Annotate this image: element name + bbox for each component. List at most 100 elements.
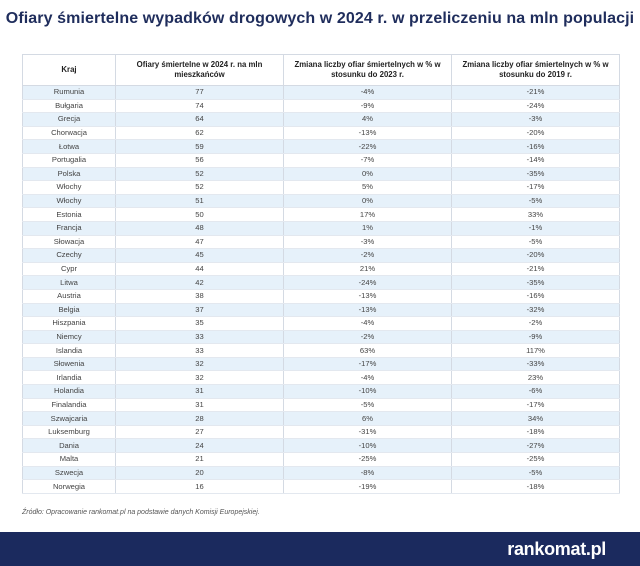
cell-deaths-per-million: 59 bbox=[115, 139, 284, 154]
cell-change-2019: -20% bbox=[451, 248, 620, 263]
cell-deaths-per-million: 47 bbox=[115, 235, 284, 250]
cell-country: Słowenia bbox=[22, 357, 116, 372]
table-row: Cypr 44 21% -21% bbox=[22, 262, 620, 277]
cell-deaths-per-million: 38 bbox=[115, 289, 284, 304]
cell-deaths-per-million: 56 bbox=[115, 153, 284, 168]
cell-change-2023: -4% bbox=[283, 85, 452, 100]
cell-country: Malta bbox=[22, 452, 116, 467]
cell-country: Włochy bbox=[22, 180, 116, 195]
source-note: Źródło: Opracowanie rankomat.pl na podst… bbox=[22, 509, 260, 516]
cell-change-2023: -2% bbox=[283, 330, 452, 345]
cell-change-2019: -18% bbox=[451, 425, 620, 440]
cell-country: Belgia bbox=[22, 303, 116, 318]
cell-deaths-per-million: 74 bbox=[115, 99, 284, 114]
cell-change-2019: 117% bbox=[451, 343, 620, 358]
table-row: Malta 21 -25% -25% bbox=[22, 452, 620, 467]
cell-country: Holandia bbox=[22, 384, 116, 399]
cell-change-2019: -35% bbox=[451, 167, 620, 182]
cell-country: Włochy bbox=[22, 194, 116, 209]
cell-country: Szwecja bbox=[22, 466, 116, 481]
cell-deaths-per-million: 51 bbox=[115, 194, 284, 209]
table-row: Rumunia 77 -4% -21% bbox=[22, 85, 620, 100]
cell-country: Austria bbox=[22, 289, 116, 304]
table-row: Bułgaria 74 -9% -24% bbox=[22, 99, 620, 114]
table-row: Szwajcaria 28 6% 34% bbox=[22, 411, 620, 426]
cell-change-2019: 23% bbox=[451, 370, 620, 386]
cell-change-2019: -6% bbox=[451, 384, 620, 399]
cell-change-2023: 0% bbox=[283, 167, 452, 182]
cell-deaths-per-million: 48 bbox=[115, 221, 284, 236]
cell-country: Niemcy bbox=[22, 330, 116, 345]
cell-change-2019: -17% bbox=[451, 398, 620, 413]
table-body: Rumunia 77 -4% -21% Bułgaria 74 -9% -24% Grecja 6… bbox=[22, 85, 620, 494]
cell-country: Czechy bbox=[22, 248, 116, 263]
table-row: Dania 24 -10% -27% bbox=[22, 438, 620, 454]
brand-logo: rankomat.pl bbox=[507, 539, 606, 559]
cell-change-2019: -1% bbox=[451, 221, 620, 236]
cell-change-2023: 4% bbox=[283, 112, 452, 127]
cell-change-2019: -21% bbox=[451, 262, 620, 277]
table-row: Luksemburg 27 -31% -18% bbox=[22, 425, 620, 440]
cell-deaths-per-million: 44 bbox=[115, 262, 284, 277]
cell-change-2023: -31% bbox=[283, 425, 452, 440]
cell-country: Estonia bbox=[22, 207, 116, 222]
cell-country: Portugalia bbox=[22, 153, 116, 168]
table-row: Finalandia 31 -5% -17% bbox=[22, 398, 620, 413]
cell-deaths-per-million: 24 bbox=[115, 438, 284, 454]
cell-change-2019: -5% bbox=[451, 235, 620, 250]
table-row: Chorwacja 62 -13% -20% bbox=[22, 126, 620, 141]
cell-change-2023: -9% bbox=[283, 99, 452, 114]
cell-change-2023: -13% bbox=[283, 126, 452, 141]
cell-country: Słowacja bbox=[22, 235, 116, 250]
cell-change-2019: -14% bbox=[451, 153, 620, 168]
cell-deaths-per-million: 50 bbox=[115, 207, 284, 222]
cell-change-2019: -17% bbox=[451, 180, 620, 195]
table-row: Grecja 64 4% -3% bbox=[22, 112, 620, 127]
cell-deaths-per-million: 77 bbox=[115, 85, 284, 100]
table-row: Austria 38 -13% -16% bbox=[22, 289, 620, 304]
table-row: Islandia 33 63% 117% bbox=[22, 343, 620, 358]
cell-change-2019: -5% bbox=[451, 466, 620, 481]
cell-change-2023: 17% bbox=[283, 207, 452, 222]
cell-deaths-per-million: 62 bbox=[115, 126, 284, 141]
cell-country: Bułgaria bbox=[22, 99, 116, 114]
cell-change-2023: 63% bbox=[283, 343, 452, 358]
table-header-row: Kraj Ofiary śmiertelne w 2024 r. na mln … bbox=[22, 54, 620, 86]
cell-deaths-per-million: 42 bbox=[115, 275, 284, 290]
table-row: Irlandia 32 -4% 23% bbox=[22, 370, 620, 386]
table-row: Słowacja 47 -3% -5% bbox=[22, 235, 620, 250]
table-row: Francja 48 1% -1% bbox=[22, 221, 620, 236]
cell-country: Francja bbox=[22, 221, 116, 236]
cell-country: Rumunia bbox=[22, 85, 116, 100]
cell-change-2023: 5% bbox=[283, 180, 452, 195]
table-row: Portugalia 56 -7% -14% bbox=[22, 153, 620, 168]
cell-change-2023: 6% bbox=[283, 411, 452, 426]
cell-country: Szwajcaria bbox=[22, 411, 116, 426]
cell-country: Łotwa bbox=[22, 139, 116, 154]
cell-country: Luksemburg bbox=[22, 425, 116, 440]
footer-bar: rankomat.pl bbox=[0, 532, 640, 566]
cell-deaths-per-million: 33 bbox=[115, 330, 284, 345]
cell-change-2019: -25% bbox=[451, 452, 620, 467]
cell-deaths-per-million: 21 bbox=[115, 452, 284, 467]
cell-change-2019: -18% bbox=[451, 479, 620, 494]
cell-change-2023: 1% bbox=[283, 221, 452, 236]
cell-change-2023: -10% bbox=[283, 438, 452, 454]
cell-change-2023: -13% bbox=[283, 289, 452, 304]
cell-deaths-per-million: 52 bbox=[115, 180, 284, 195]
cell-deaths-per-million: 32 bbox=[115, 357, 284, 372]
table-row: Hiszpania 35 -4% -2% bbox=[22, 316, 620, 331]
cell-change-2023: -4% bbox=[283, 370, 452, 386]
table-row: Polska 52 0% -35% bbox=[22, 167, 620, 182]
cell-change-2023: -25% bbox=[283, 452, 452, 467]
cell-change-2019: -21% bbox=[451, 85, 620, 100]
cell-change-2019: -3% bbox=[451, 112, 620, 127]
table-row: Włochy 52 5% -17% bbox=[22, 180, 620, 195]
cell-change-2023: -2% bbox=[283, 248, 452, 263]
table-row: Włochy 51 0% -5% bbox=[22, 194, 620, 209]
cell-country: Dania bbox=[22, 438, 116, 454]
cell-deaths-per-million: 27 bbox=[115, 425, 284, 440]
table-row: Niemcy 33 -2% -9% bbox=[22, 330, 620, 345]
header-change-vs-2023: Zmiana liczby ofiar śmiertelnych w % w s… bbox=[283, 54, 452, 86]
table-row: Norwegia 16 -19% -18% bbox=[22, 479, 620, 494]
